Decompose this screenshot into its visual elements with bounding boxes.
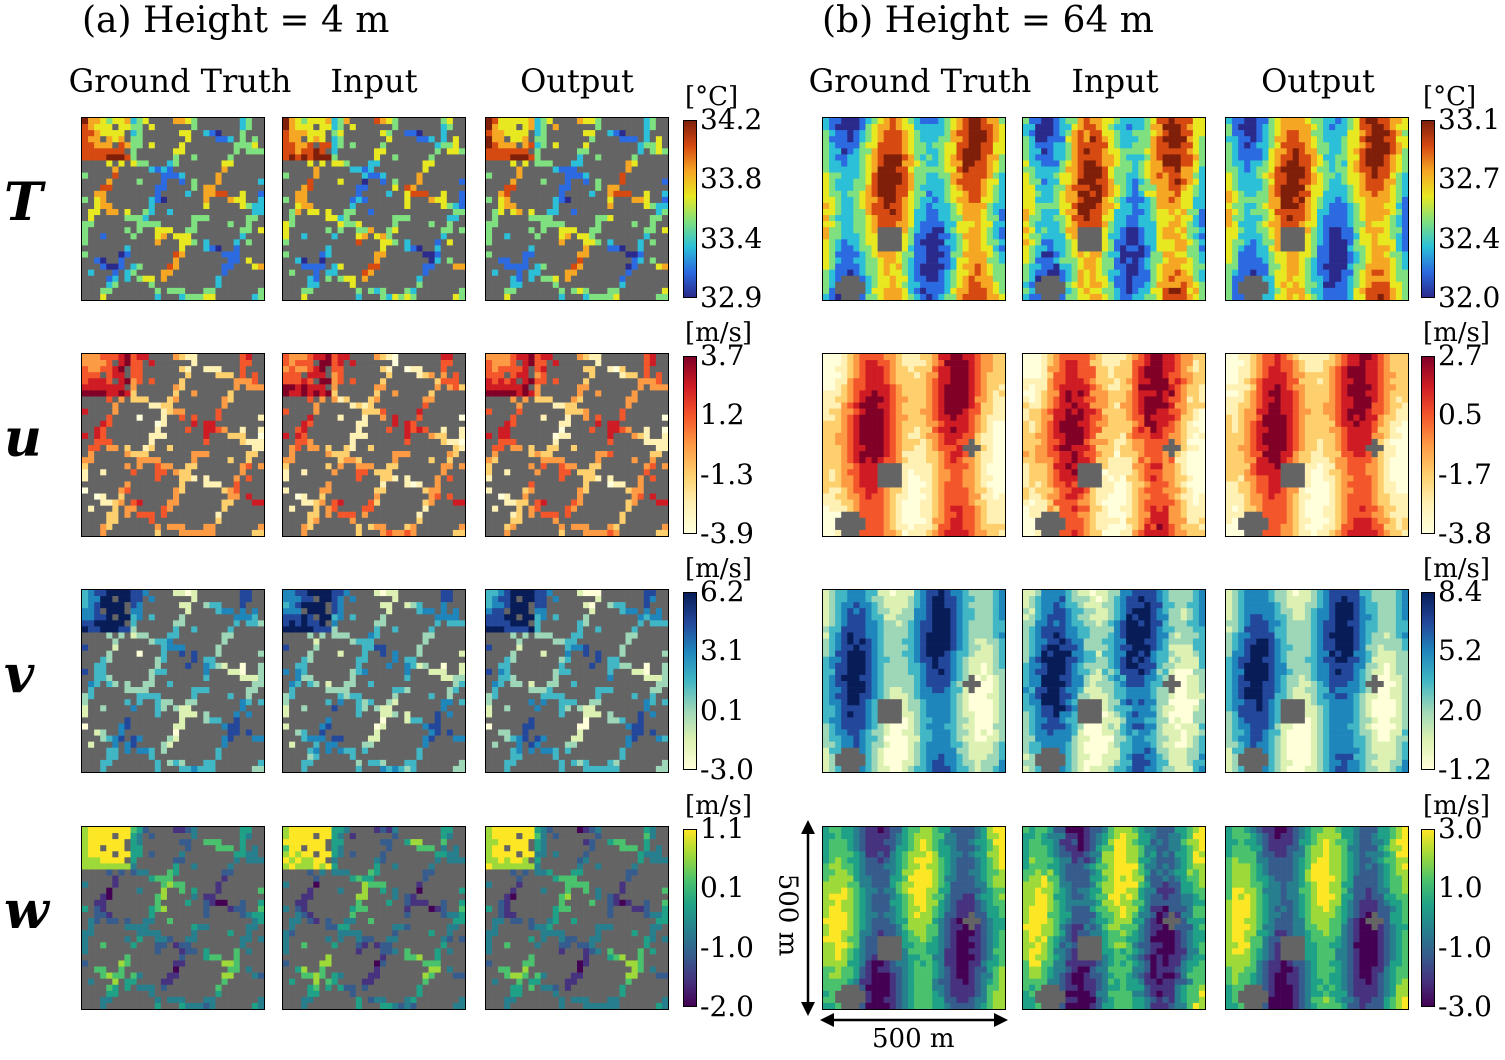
colorbar-v-b <box>1421 592 1435 770</box>
colorbar-T-a <box>683 120 697 298</box>
heatmap-T-output-a <box>485 117 669 301</box>
heatmap-u-ground-truth-b <box>822 353 1006 537</box>
colorbar-tick-label: -1.7 <box>1438 460 1492 489</box>
colorbar-unit-u-b: [m/s] <box>1423 318 1490 348</box>
horizontal-scale-arrow <box>820 1013 1008 1027</box>
heatmap-w-input-b <box>1022 826 1206 1010</box>
heatmap-v-output-a <box>485 589 669 773</box>
colorbar-tick-label: 33.8 <box>700 165 762 193</box>
colorbar-tick-label: -3.0 <box>700 756 754 784</box>
heatmap-T-ground-truth-b <box>822 117 1006 301</box>
colorbar-u-b <box>1421 356 1435 534</box>
colorbar-tick-label: 0.5 <box>1438 401 1483 429</box>
colorbar-tick-label: -2.0 <box>700 993 754 1021</box>
vertical-scale-arrow <box>801 820 815 1016</box>
group-a-title: (a) Height = 4 m <box>82 0 389 41</box>
colorbar-tick-label: 32.4 <box>1438 224 1500 253</box>
heatmap-w-ground-truth-b <box>822 826 1006 1010</box>
colorbar-T-b <box>1421 120 1435 298</box>
column-header-input-a: Input <box>254 62 494 100</box>
heatmap-u-input-a <box>282 353 466 537</box>
heatmap-T-output-b <box>1225 117 1409 301</box>
heatmap-w-input-a <box>282 826 466 1010</box>
vertical-scale-label: 500 m <box>772 874 802 957</box>
row-label-u: u <box>4 408 42 469</box>
heatmap-w-output-a <box>485 826 669 1010</box>
column-header-input-b: Input <box>995 62 1235 100</box>
heatmap-T-input-b <box>1022 117 1206 301</box>
column-header-output-a: Output <box>457 62 697 100</box>
colorbar-w-a <box>683 829 697 1007</box>
colorbar-tick-label: 1.2 <box>700 401 745 429</box>
colorbar-u-a <box>683 356 697 534</box>
colorbar-tick-label: -3.0 <box>1438 993 1492 1021</box>
heatmap-w-output-b <box>1225 826 1409 1010</box>
heatmap-v-ground-truth-a <box>81 589 265 773</box>
heatmap-u-output-a <box>485 353 669 537</box>
row-label-v: v <box>4 644 34 705</box>
heatmap-u-ground-truth-a <box>81 353 265 537</box>
horizontal-scale-label: 500 m <box>872 1024 955 1054</box>
heatmap-u-output-b <box>1225 353 1409 537</box>
colorbar-unit-T-a: [°C] <box>685 82 738 112</box>
colorbar-tick-label: 32.0 <box>1438 284 1500 312</box>
colorbar-tick-label: 0.1 <box>700 696 745 725</box>
heatmap-w-ground-truth-a <box>81 826 265 1010</box>
heatmap-v-output-b <box>1225 589 1409 773</box>
colorbar-unit-w-b: [m/s] <box>1423 791 1490 821</box>
colorbar-tick-label: 6.2 <box>700 578 745 606</box>
heatmap-v-input-b <box>1022 589 1206 773</box>
colorbar-v-a <box>683 592 697 770</box>
heatmap-u-input-b <box>1022 353 1206 537</box>
column-header-ground-truth-b: Ground Truth <box>800 62 1040 100</box>
colorbar-tick-label: 32.9 <box>700 284 762 312</box>
colorbar-tick-label: -1.3 <box>700 460 754 489</box>
colorbar-tick-label: 2.0 <box>1438 696 1483 725</box>
row-label-T: T <box>4 172 43 233</box>
colorbar-tick-label: -3.8 <box>1438 520 1492 548</box>
colorbar-tick-label: 1.1 <box>700 815 745 843</box>
colorbar-tick-label: 0.1 <box>700 874 745 902</box>
colorbar-tick-label: 2.7 <box>1438 342 1483 370</box>
colorbar-tick-label: 1.0 <box>1438 874 1483 902</box>
colorbar-w-b <box>1421 829 1435 1007</box>
colorbar-unit-T-b: [°C] <box>1423 82 1476 112</box>
colorbar-tick-label: 3.0 <box>1438 815 1483 843</box>
colorbar-unit-v-a: [m/s] <box>685 554 752 584</box>
colorbar-unit-w-a: [m/s] <box>685 791 752 821</box>
column-header-output-b: Output <box>1198 62 1438 100</box>
colorbar-tick-label: 33.1 <box>1438 106 1500 134</box>
heatmap-T-ground-truth-a <box>81 117 265 301</box>
colorbar-unit-u-a: [m/s] <box>685 318 752 348</box>
colorbar-tick-label: 34.2 <box>700 106 762 134</box>
heatmap-v-input-a <box>282 589 466 773</box>
heatmap-v-ground-truth-b <box>822 589 1006 773</box>
colorbar-tick-label: -1.2 <box>1438 756 1492 784</box>
colorbar-tick-label: 5.2 <box>1438 637 1483 665</box>
row-label-w: w <box>4 880 49 941</box>
colorbar-unit-v-b: [m/s] <box>1423 554 1490 584</box>
colorbar-tick-label: -1.0 <box>1438 933 1492 962</box>
heatmap-T-input-a <box>282 117 466 301</box>
colorbar-tick-label: 33.4 <box>700 224 762 253</box>
colorbar-tick-label: 3.1 <box>700 637 745 665</box>
colorbar-tick-label: 8.4 <box>1438 578 1483 606</box>
group-b-title: (b) Height = 64 m <box>822 0 1154 41</box>
column-header-ground-truth-a: Ground Truth <box>60 62 300 100</box>
colorbar-tick-label: 32.7 <box>1438 165 1500 193</box>
colorbar-tick-label: 3.7 <box>700 342 745 370</box>
colorbar-tick-label: -3.9 <box>700 520 754 548</box>
colorbar-tick-label: -1.0 <box>700 933 754 962</box>
